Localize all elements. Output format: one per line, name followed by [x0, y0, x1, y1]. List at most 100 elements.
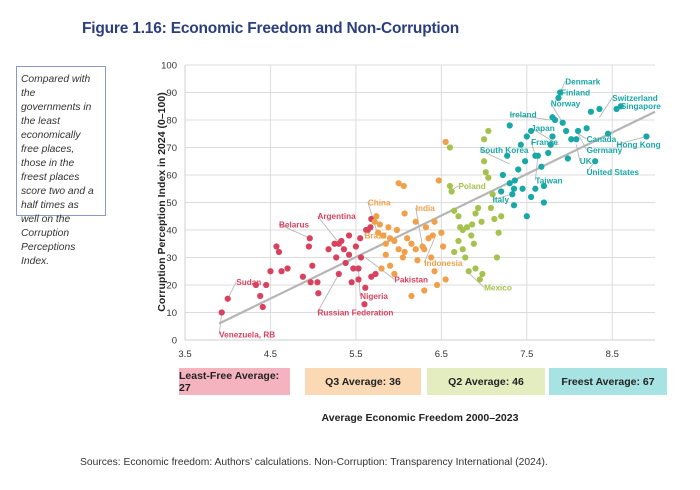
data-point-least-free: [372, 270, 379, 278]
data-point-q3: [414, 257, 421, 264]
data-point-q2: [480, 136, 488, 143]
y-tick-label: 0: [172, 336, 177, 347]
annotation-leader: [317, 273, 340, 313]
data-point-q2: [469, 221, 476, 228]
data-point-freest: [523, 133, 530, 140]
quartile-box-freest: Freest Average: 67: [549, 368, 667, 395]
annotation-label: Poland: [458, 182, 485, 191]
data-point-q3: [404, 235, 411, 242]
data-point-least-free: [335, 270, 342, 278]
grid: [184, 64, 655, 341]
data-point-q2: [498, 213, 505, 220]
data-point-q2: [446, 182, 454, 190]
annotation-leader: [227, 281, 237, 299]
data-point-freest: [583, 125, 590, 132]
data-point-q3: [421, 287, 428, 294]
data-point-q3: [371, 218, 378, 225]
data-point-q2: [482, 169, 489, 176]
data-point-freest: [522, 158, 529, 165]
data-point-freest: [573, 136, 580, 143]
data-point-q2: [472, 265, 479, 272]
data-point-freest: [574, 127, 582, 135]
data-point-least-free: [342, 259, 349, 267]
data-point-freest: [540, 182, 548, 190]
data-point-freest: [517, 141, 524, 148]
data-point-q3: [376, 221, 383, 228]
data-point-q3: [375, 229, 382, 236]
data-point-q3: [439, 243, 447, 250]
annotation-label: Japan: [531, 124, 555, 133]
data-point-q3: [382, 251, 389, 258]
annotation-label: United States: [587, 168, 640, 177]
annotation-leader: [575, 144, 581, 162]
data-point-least-free: [367, 224, 374, 231]
data-point-least-free: [325, 246, 332, 253]
data-point-q2: [489, 191, 496, 198]
y-ticks: 0 10 20 30 40 50 60 70 80 90 100: [161, 61, 177, 347]
annotation-label: Indonesia: [424, 259, 463, 268]
annotation-label: Italy: [493, 196, 510, 205]
x-tick-label: 4.5: [264, 349, 277, 360]
data-point-q3: [373, 213, 380, 220]
y-tick-label: 40: [166, 226, 177, 237]
data-point-q3: [401, 210, 408, 217]
data-point-freest: [534, 152, 542, 159]
annotation-label: Russian Federation: [317, 308, 393, 317]
annotation-label: UK: [580, 157, 592, 166]
data-point-q2: [495, 229, 502, 236]
data-point-freest: [604, 130, 612, 137]
data-point-q2: [478, 218, 485, 225]
data-point-least-free: [361, 301, 368, 308]
x-tick-label: 7.5: [520, 349, 533, 360]
data-point-q2: [479, 270, 486, 278]
data-point-least-free: [259, 303, 266, 311]
annotation-label: Singapore: [621, 102, 661, 111]
trend-line: [218, 110, 656, 325]
data-point-q3: [428, 254, 435, 261]
data-point-freest: [547, 141, 554, 148]
annotation-leader: [415, 207, 423, 247]
data-point-freest: [504, 152, 511, 159]
data-point-q3: [399, 254, 407, 261]
data-point-least-free: [315, 290, 322, 297]
data-point-least-free: [314, 279, 321, 286]
y-tick-label: 80: [166, 116, 177, 127]
annotation-leader: [577, 133, 587, 140]
data-point-least-free: [275, 248, 283, 256]
quartile-box-q2: Q2 Average: 46: [427, 368, 545, 395]
data-point-freest: [592, 158, 599, 165]
data-point-freest: [511, 177, 518, 184]
data-point-least-free: [348, 279, 355, 286]
data-point-q3: [429, 232, 436, 239]
data-point-q2: [465, 268, 472, 275]
annotation-label: Denmark: [565, 77, 600, 86]
data-points: [218, 89, 650, 316]
data-point-least-free: [355, 276, 362, 283]
annotation-label: Argentina: [317, 212, 356, 221]
data-point-q3: [442, 138, 449, 146]
data-point-q3: [378, 265, 385, 272]
data-point-q3: [380, 232, 387, 239]
data-point-q2: [470, 240, 477, 247]
x-axis-label: Average Economic Freedom 2000–2023: [321, 412, 519, 424]
data-point-q3: [408, 292, 415, 300]
annotation-leader: [530, 127, 559, 146]
data-point-least-free: [340, 246, 348, 253]
scatter-chart: 0 10 20 30 40 50 60 70 80 90 100 3.5 4.5 5.5 6.5 7.5 8.…: [161, 61, 661, 361]
annotation-label: Canada: [587, 135, 617, 144]
annotation-leader: [509, 113, 551, 121]
data-point-q2: [462, 254, 469, 261]
annotation-label: Venezuela, RB: [219, 330, 275, 339]
data-point-least-free: [284, 265, 291, 272]
data-point-q3: [401, 248, 408, 256]
data-point-least-free: [218, 309, 225, 316]
data-point-q3: [391, 270, 398, 278]
data-point-q2: [446, 144, 454, 151]
y-tick-label: 100: [161, 61, 177, 72]
data-point-q2: [448, 188, 455, 195]
y-tick-label: 60: [166, 171, 177, 182]
data-point-least-free: [273, 243, 280, 250]
sources-note: Sources: Economic freedom: Authors’ calc…: [80, 457, 548, 468]
data-point-freest: [509, 191, 516, 198]
data-point-q2: [475, 204, 482, 212]
